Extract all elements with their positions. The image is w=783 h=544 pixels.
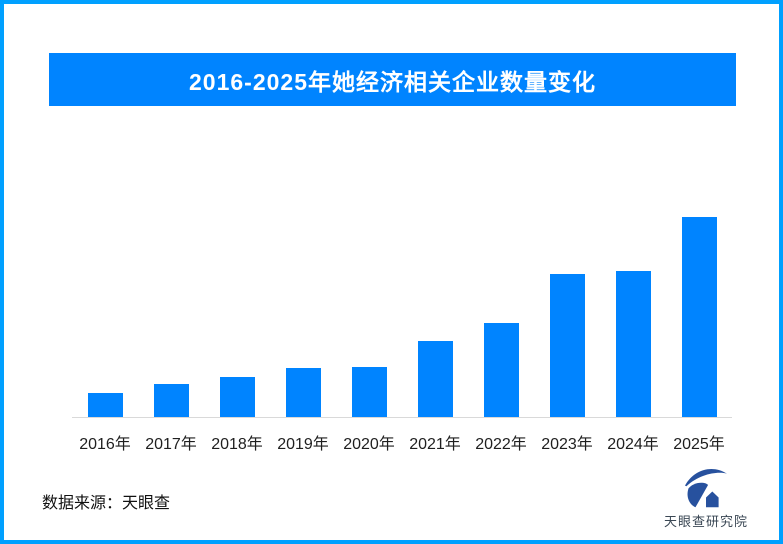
x-axis-label-2017年: 2017年 bbox=[145, 436, 197, 453]
x-axis-label-2025年: 2025年 bbox=[673, 436, 725, 453]
bar-slot-2020年 bbox=[336, 217, 402, 417]
bar-slot-2025年 bbox=[666, 217, 732, 417]
bar-chart-plot-area bbox=[72, 217, 732, 418]
brand-logo: 天眼查研究院 bbox=[656, 466, 756, 532]
bar-slot-2019年 bbox=[270, 217, 336, 417]
brand-logo-text: 天眼查研究院 bbox=[663, 514, 748, 529]
tianyancha-logo-icon bbox=[685, 469, 727, 508]
x-axis-label-2024年: 2024年 bbox=[607, 436, 659, 453]
bar-slot-2016年 bbox=[72, 217, 138, 417]
bar-2025年 bbox=[681, 217, 717, 417]
data-source-label: 数据来源：天眼查 bbox=[42, 495, 171, 512]
bar-slot-2017年 bbox=[138, 217, 204, 417]
bar-2018年 bbox=[219, 377, 255, 417]
x-axis-label-2021年: 2021年 bbox=[409, 436, 461, 453]
bar-slot-2024年 bbox=[600, 217, 666, 417]
bar-2016年 bbox=[87, 393, 123, 417]
bar-slot-2018年 bbox=[204, 217, 270, 417]
bar-2023年 bbox=[549, 274, 585, 417]
bar-slot-2023年 bbox=[534, 217, 600, 417]
bar-2017年 bbox=[153, 384, 189, 417]
bar-2020年 bbox=[351, 367, 387, 417]
x-axis-label-2023年: 2023年 bbox=[541, 436, 593, 453]
x-axis-label-2019年: 2019年 bbox=[277, 436, 329, 453]
bar-slot-2022年 bbox=[468, 217, 534, 417]
x-axis-label-2016年: 2016年 bbox=[79, 436, 131, 453]
bar-2024年 bbox=[615, 271, 651, 417]
title-banner: 2016-2025年她经济相关企业数量变化 bbox=[49, 53, 736, 106]
bar-2021年 bbox=[417, 341, 453, 417]
x-axis-label-2020年: 2020年 bbox=[343, 436, 395, 453]
x-axis-label-2018年: 2018年 bbox=[211, 436, 263, 453]
chart-title: 2016-2025年她经济相关企业数量变化 bbox=[189, 68, 596, 95]
bar-2022年 bbox=[483, 323, 519, 417]
bar-2019年 bbox=[285, 368, 321, 417]
x-axis-label-2022年: 2022年 bbox=[475, 436, 527, 453]
x-axis-labels: 2016年 2017年 2018年 2019年 2020年 2021年 2022年 2023年… bbox=[72, 430, 732, 453]
bar-slot-2021年 bbox=[402, 217, 468, 417]
